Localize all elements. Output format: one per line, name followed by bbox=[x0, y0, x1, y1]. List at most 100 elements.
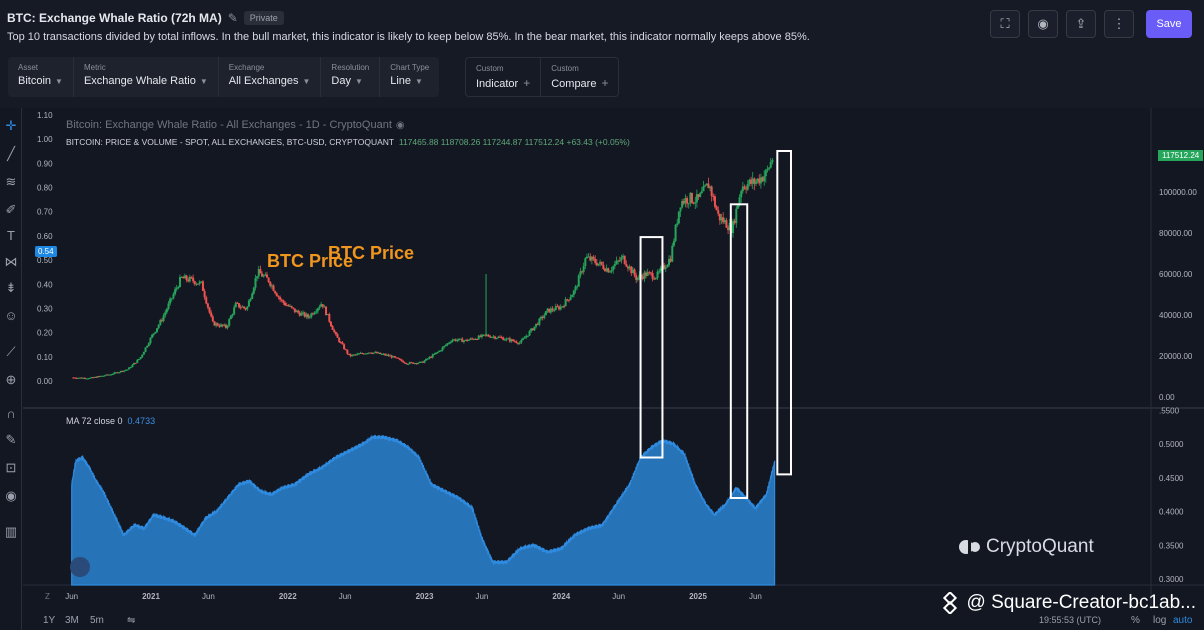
annotation-btc-price-2: BTC Price bbox=[328, 243, 414, 263]
price-candle bbox=[669, 258, 672, 262]
price-candle bbox=[510, 339, 513, 342]
time-axis-tick: 2021 bbox=[142, 592, 160, 601]
eye-icon[interactable]: ◉ bbox=[5, 488, 17, 503]
lock-icon[interactable]: ⊡ bbox=[5, 460, 17, 475]
range-5m[interactable]: 5m bbox=[90, 615, 104, 626]
chart-type-selector[interactable]: Chart Type Line ▼ bbox=[380, 57, 439, 97]
fullscreen-button[interactable]: ⛶ bbox=[990, 10, 1020, 38]
price-candle bbox=[431, 354, 434, 358]
auto-toggle[interactable]: auto bbox=[1173, 615, 1193, 626]
price-candle bbox=[389, 355, 392, 357]
price-candle bbox=[443, 345, 446, 348]
price-candle bbox=[566, 299, 569, 301]
price-candle bbox=[444, 344, 447, 346]
price-candle bbox=[605, 268, 608, 272]
price-axis-tick: 0.00 bbox=[1159, 393, 1175, 402]
custom-indicator-button[interactable]: Custom Indicator + bbox=[466, 58, 542, 96]
fib-icon[interactable]: ≋ bbox=[5, 174, 17, 189]
price-candle bbox=[329, 321, 332, 327]
price-candle bbox=[172, 294, 175, 299]
pattern-icon[interactable]: ⋈ bbox=[4, 254, 18, 269]
magnet-icon[interactable]: ∩ bbox=[6, 406, 16, 421]
price-candle bbox=[136, 359, 139, 363]
resolution-selector[interactable]: Resolution Day ▼ bbox=[321, 57, 381, 97]
price-candle bbox=[520, 339, 523, 343]
cryptoquant-mark-icon bbox=[959, 540, 980, 554]
price-candle bbox=[133, 362, 136, 365]
price-candle bbox=[341, 342, 344, 345]
time-axis-tick: Jun bbox=[202, 592, 215, 601]
price-candle bbox=[717, 210, 720, 214]
price-candle bbox=[585, 256, 588, 259]
chart-type-value: Line bbox=[390, 75, 412, 87]
exchange-value: All Exchanges bbox=[228, 75, 299, 87]
price-candle bbox=[732, 220, 735, 234]
price-candle bbox=[761, 177, 764, 182]
price-candle bbox=[80, 377, 83, 379]
metric-selector[interactable]: Metric Exchange Whale Ratio ▼ bbox=[74, 57, 219, 97]
price-candle bbox=[479, 335, 482, 338]
share-button[interactable]: ⇪ bbox=[1066, 10, 1096, 38]
price-candle bbox=[477, 335, 480, 340]
binance-logo-icon bbox=[942, 592, 957, 614]
price-candle bbox=[354, 354, 357, 356]
price-candle bbox=[241, 306, 244, 308]
date-range-icon[interactable]: ⇋ bbox=[127, 615, 136, 626]
main-legend: Bitcoin: Exchange Whale Ratio - All Exch… bbox=[66, 119, 405, 131]
brush-icon[interactable]: ✐ bbox=[5, 202, 17, 217]
lock-drawing-icon[interactable]: ✎ bbox=[5, 432, 17, 447]
chart-area[interactable]: 1.10 1.00 0.90 0.80 0.70 0.60 0.50 0.40 0.30 0.20… bbox=[23, 108, 1204, 610]
price-candle bbox=[159, 320, 162, 325]
price-candle bbox=[238, 303, 241, 308]
price-candle bbox=[123, 370, 126, 372]
crosshair-icon[interactable]: ✛ bbox=[5, 118, 17, 133]
forecast-icon[interactable]: ⇟ bbox=[5, 280, 17, 295]
ruler-icon[interactable]: ⟋ bbox=[6, 344, 16, 359]
price-candle bbox=[297, 310, 300, 313]
snapshot-button[interactable]: ◉ bbox=[1028, 10, 1058, 38]
price-candle bbox=[244, 308, 247, 310]
price-candle bbox=[438, 350, 441, 353]
price-candle bbox=[77, 377, 80, 379]
range-1y[interactable]: 1Y bbox=[43, 615, 56, 626]
trash-icon[interactable]: ▥ bbox=[4, 524, 18, 539]
range-3m[interactable]: 3M bbox=[65, 615, 79, 626]
price-candle bbox=[613, 264, 616, 267]
price-candle bbox=[489, 336, 492, 338]
price-candle bbox=[213, 321, 216, 326]
price-candle bbox=[635, 275, 638, 280]
emoji-icon[interactable]: ☺ bbox=[4, 308, 18, 323]
price-candle bbox=[103, 375, 106, 377]
price-candle bbox=[195, 283, 198, 285]
chart-type-label: Chart Type bbox=[390, 63, 430, 72]
asset-selector[interactable]: Asset Bitcoin ▼ bbox=[8, 57, 74, 97]
custom-compare-button[interactable]: Custom Compare + bbox=[541, 58, 618, 96]
zoom-icon[interactable]: ⊕ bbox=[5, 372, 17, 387]
percent-toggle[interactable]: % bbox=[1131, 615, 1140, 626]
save-button[interactable]: Save bbox=[1146, 10, 1192, 38]
resolution-label: Resolution bbox=[331, 63, 370, 72]
price-candle bbox=[725, 220, 728, 228]
highlight-box-1 bbox=[639, 236, 664, 459]
text-icon[interactable]: T bbox=[7, 228, 15, 243]
price-candle bbox=[530, 328, 533, 332]
price-candle bbox=[182, 276, 185, 279]
time-axis-tick: Jun bbox=[475, 592, 488, 601]
more-button[interactable]: ⋮ bbox=[1104, 10, 1134, 38]
edit-pencil-icon[interactable]: ✎ bbox=[227, 11, 238, 25]
price-candle bbox=[712, 195, 715, 197]
eye-icon[interactable]: ◉ bbox=[395, 120, 405, 131]
price-candle bbox=[410, 362, 413, 364]
price-candle bbox=[82, 377, 85, 379]
exchange-selector[interactable]: Exchange All Exchanges ▼ bbox=[219, 57, 322, 97]
price-candle bbox=[108, 374, 111, 376]
log-toggle[interactable]: log bbox=[1153, 615, 1167, 626]
trendline-icon[interactable]: ╱ bbox=[7, 146, 15, 161]
price-candle bbox=[344, 349, 347, 351]
price-candle bbox=[735, 208, 738, 224]
price-candle bbox=[648, 272, 651, 274]
left-axis-tick: 0.00 bbox=[37, 377, 53, 386]
price-candle bbox=[183, 275, 186, 279]
price-candle bbox=[533, 326, 536, 331]
price-candle bbox=[167, 303, 170, 310]
